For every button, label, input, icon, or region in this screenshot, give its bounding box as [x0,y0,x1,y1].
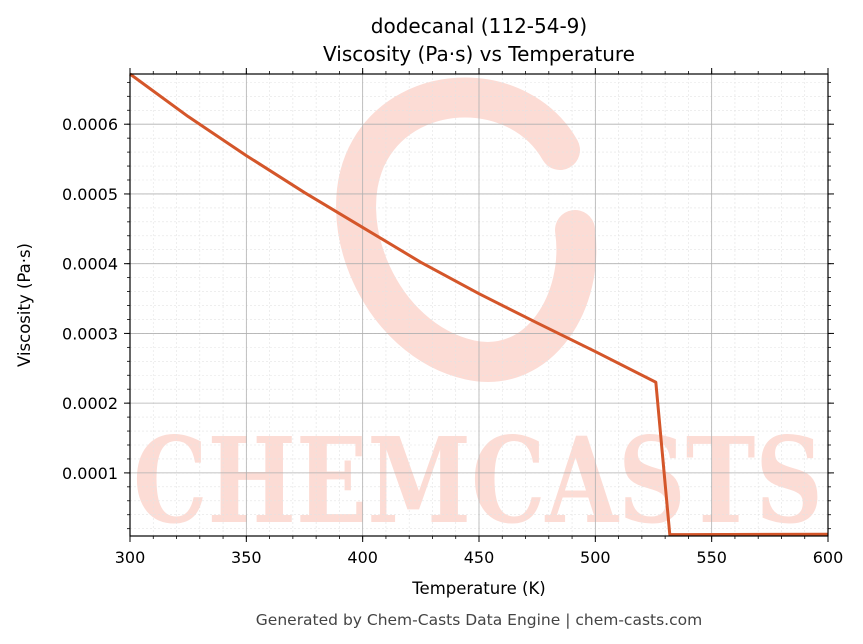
series-layer [129,72,829,537]
x-tick-label: 450 [464,548,495,567]
y-tick-label: 0.0001 [62,464,118,483]
y-axis-label: Viscosity (Pa·s) [15,243,34,367]
x-tick-label: 350 [231,548,262,567]
y-tick-labels: 0.0001 0.0002 0.0003 0.0004 0.0005 0.0006 [62,115,118,483]
y-tick-label: 0.0004 [62,255,118,274]
y-tick-label: 0.0005 [62,185,118,204]
x-tick-label: 550 [696,548,727,567]
y-tick-label: 0.0006 [62,115,118,134]
footer-credit: Generated by Chem-Casts Data Engine | ch… [256,611,702,629]
axis-ticks [124,68,834,542]
x-tick-labels: 300 350 400 450 500 550 600 [115,548,844,567]
x-tick-label: 300 [115,548,146,567]
x-tick-label: 400 [347,548,378,567]
series-line [129,72,829,537]
watermark-text: CHEMCASTS [133,411,823,550]
x-axis-label: Temperature (K) [411,579,545,598]
y-tick-label: 0.0003 [62,324,118,343]
chart-subtitle: Viscosity (Pa·s) vs Temperature [323,42,635,66]
x-tick-label: 600 [813,548,844,567]
x-tick-label: 500 [580,548,611,567]
y-tick-label: 0.0002 [62,394,118,413]
chart-title: dodecanal (112-54-9) [371,14,587,38]
